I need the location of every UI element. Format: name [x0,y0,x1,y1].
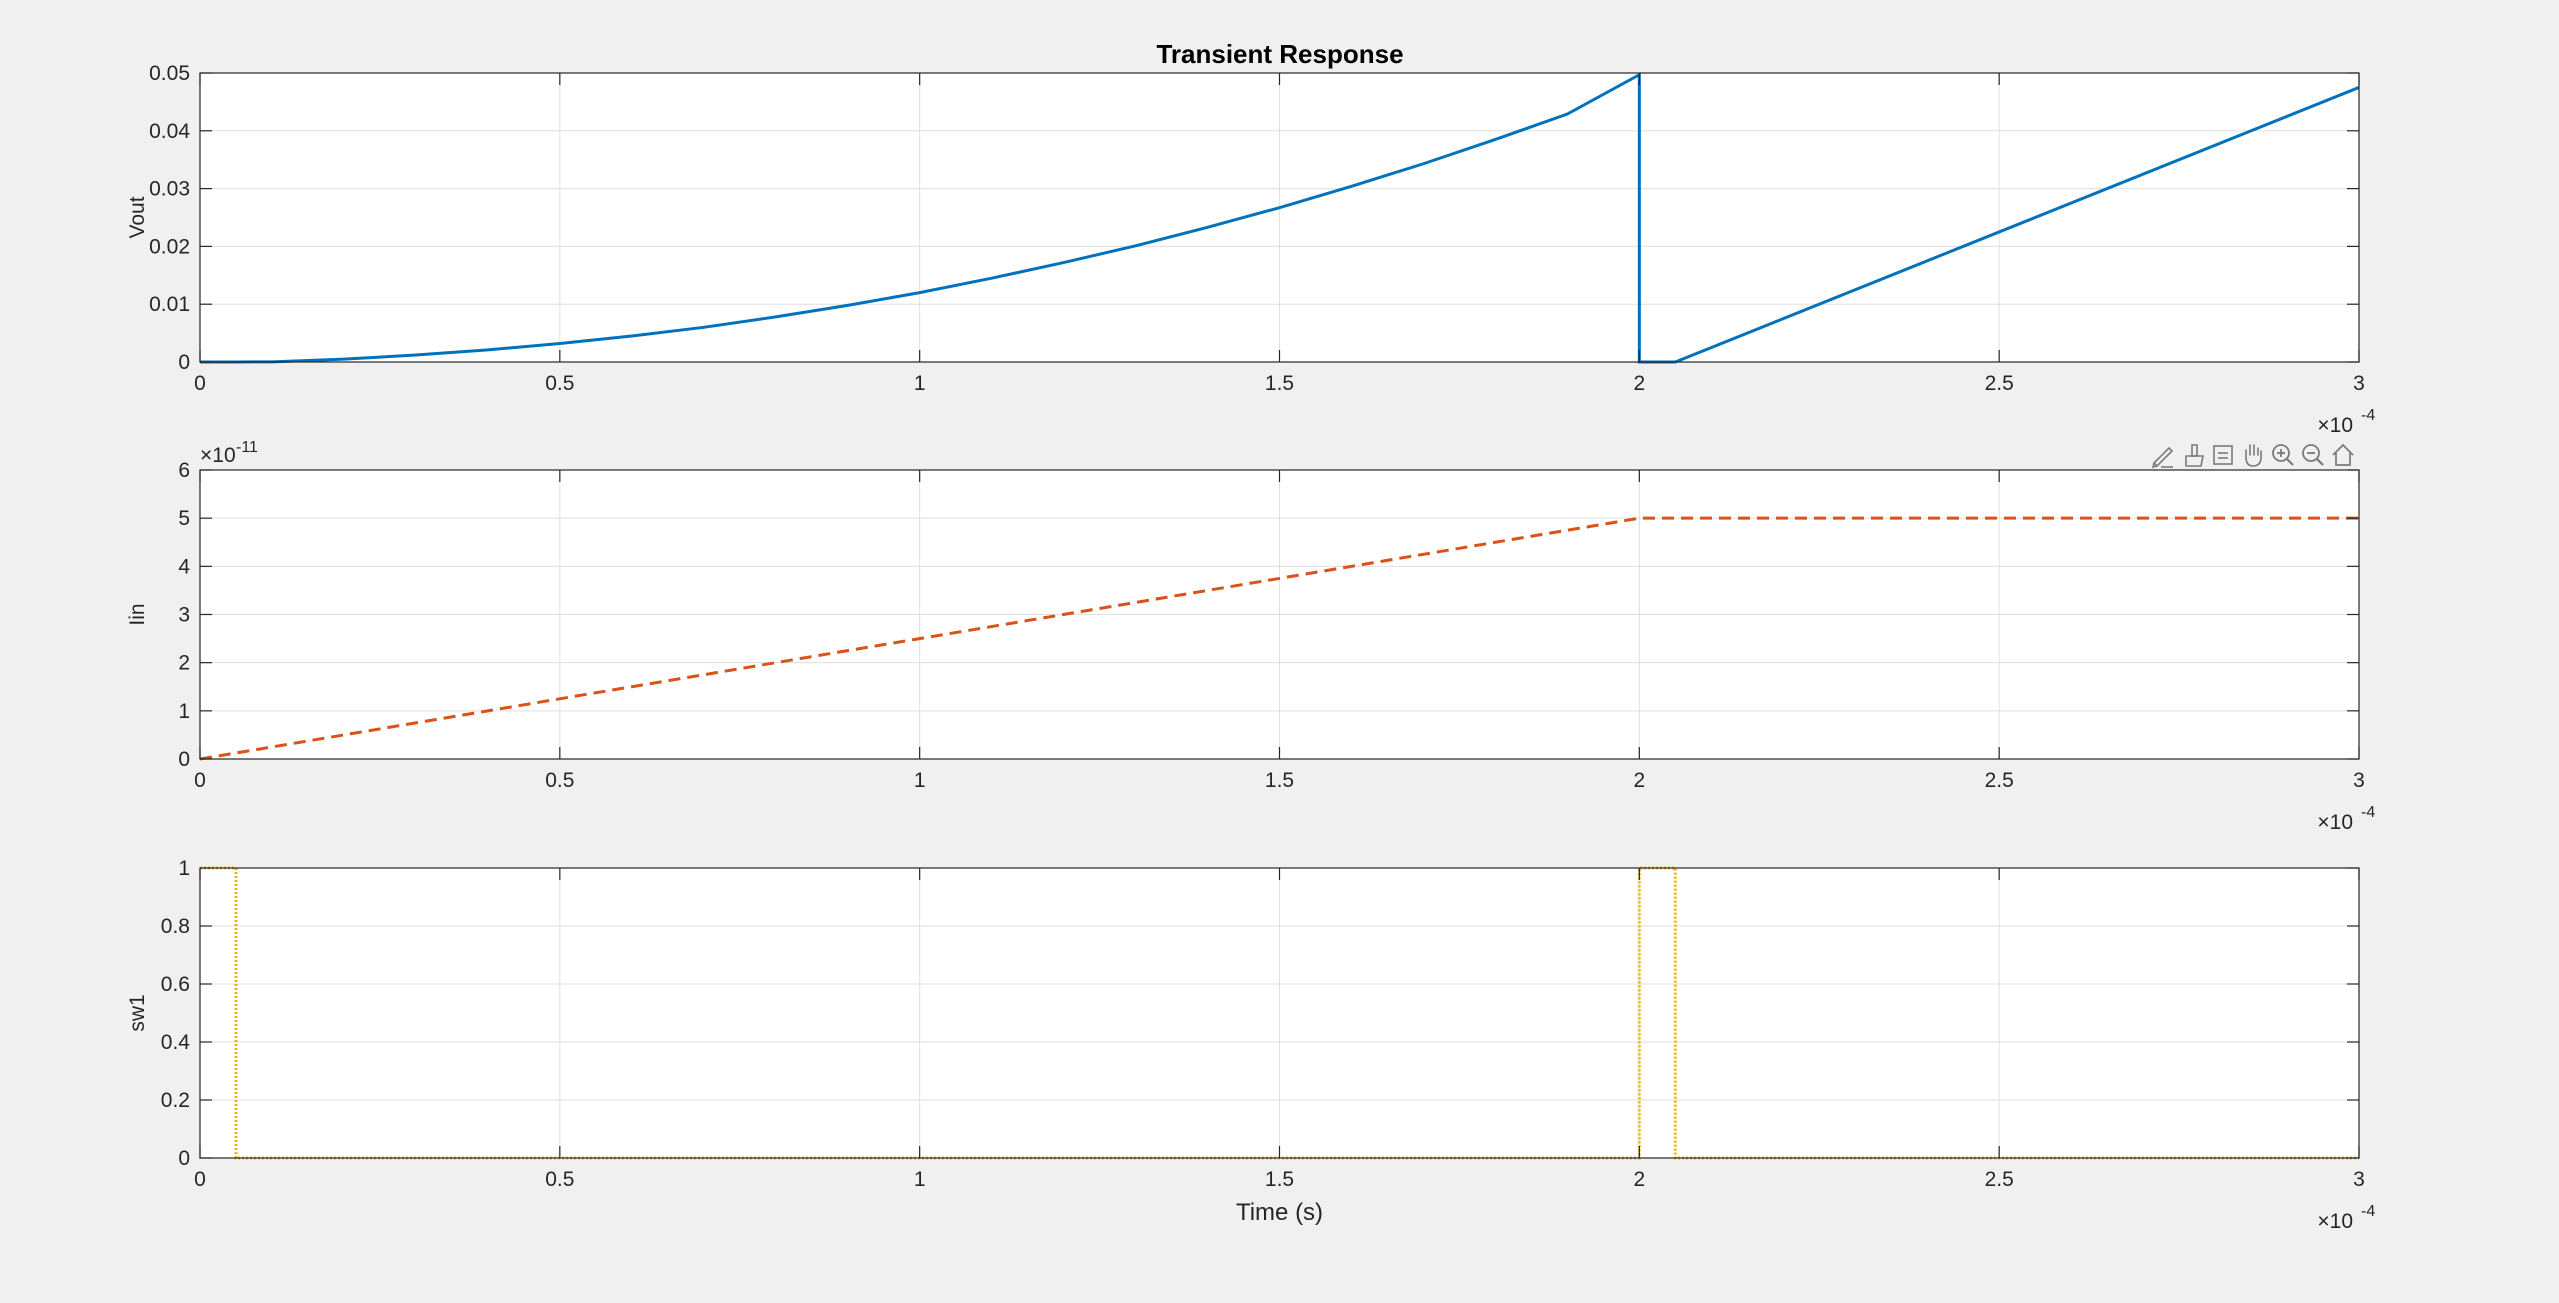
y-tick-label: 2 [178,652,190,675]
subplot-3[interactable]: 0 0.5 1 1.5 2 2.5 3 0 0.2 0.4 0.6 0.8 1 ×10 -4 sw1 Time … [126,857,2375,1233]
x-tick-label: 2.5 [1985,1168,2014,1191]
x-tick-label: 3 [2353,1168,2365,1191]
y-tick-label: 0 [178,351,190,374]
y-tick-label: 4 [178,555,190,578]
x-exponent: -4 [2361,1203,2375,1220]
datatip-icon[interactable] [2211,443,2235,467]
x-tick-label: 3 [2353,769,2365,792]
x-tick-label: 0 [194,372,206,395]
x-tick-label: 1.5 [1265,372,1294,395]
zoom-in-icon[interactable] [2271,443,2295,467]
y-exponent: -11 [236,439,258,456]
y-tick-label: 0.02 [149,235,190,258]
y-axis-label: Iin [126,603,149,625]
y-tick-label: 0 [178,748,190,771]
x-tick-label: 0.5 [545,372,574,395]
edit-icon[interactable] [2151,443,2175,469]
brush-icon[interactable] [2182,443,2206,467]
x-exponent: -4 [2361,407,2375,424]
y-tick-label: 0.4 [161,1031,191,1054]
pan-icon[interactable] [2241,443,2265,467]
y-tick-label: 0.2 [161,1089,190,1112]
y-tick-label: 0.01 [149,293,190,316]
x-tick-label: 2 [1633,372,1645,395]
x-exponent-label: ×10 [2317,1210,2353,1233]
x-tick-label: 2.5 [1985,769,2014,792]
x-tick-label: 1 [914,372,926,395]
y-tick-label: 0.05 [149,62,190,85]
series-line-1 [199,516,2359,761]
x-tick-label: 2.5 [1985,372,2014,395]
y-tick-label: 1 [178,857,190,880]
home-icon[interactable] [2331,443,2355,467]
series-line-1 [200,866,2359,1160]
y-tick-label: 6 [178,459,190,482]
x-tick-label: 1.5 [1265,769,1294,792]
x-tick-label: 0.5 [545,769,574,792]
x-tick-label: 0 [194,1168,206,1191]
x-tick-label: 0 [194,769,206,792]
y-tick-label: 0.8 [161,915,190,938]
y-axis-label: sw1 [126,994,149,1031]
y-tick-label: 3 [178,604,190,627]
series-line-1 [200,72,2360,364]
y-tick-label: 0.03 [149,178,190,201]
x-exponent-label: ×10 [2317,414,2353,437]
y-tick-label: 0.04 [149,120,190,143]
x-tick-label: 2 [1633,1168,1645,1191]
y-axis-label: Vout [126,196,149,238]
x-tick-label: 0.5 [545,1168,574,1191]
y-tick-label: 5 [178,507,190,530]
x-exponent: -4 [2361,804,2375,821]
x-axis-label: Time (s) [1236,1199,1323,1226]
x-exponent-label: ×10 [2317,811,2353,834]
zoom-out-icon[interactable] [2301,443,2325,467]
y-tick-label: 0 [178,1147,190,1170]
axes-toolbar[interactable] [2151,443,2355,469]
subplot-1[interactable]: 0 0.5 1 1.5 2 2.5 3 0 0.01 0.02 0.03 0.04 0.05 ×10 -4 V… [126,62,2375,437]
chart-title: Transient Response [1156,39,1403,69]
x-tick-label: 2 [1633,769,1645,792]
y-tick-label: 1 [178,700,190,723]
x-tick-label: 3 [2353,372,2365,395]
x-tick-label: 1 [914,1168,926,1191]
x-tick-label: 1 [914,769,926,792]
x-tick-label: 1.5 [1265,1168,1294,1191]
y-exponent-label: ×10 [200,444,236,467]
y-tick-label: 0.6 [161,973,190,996]
